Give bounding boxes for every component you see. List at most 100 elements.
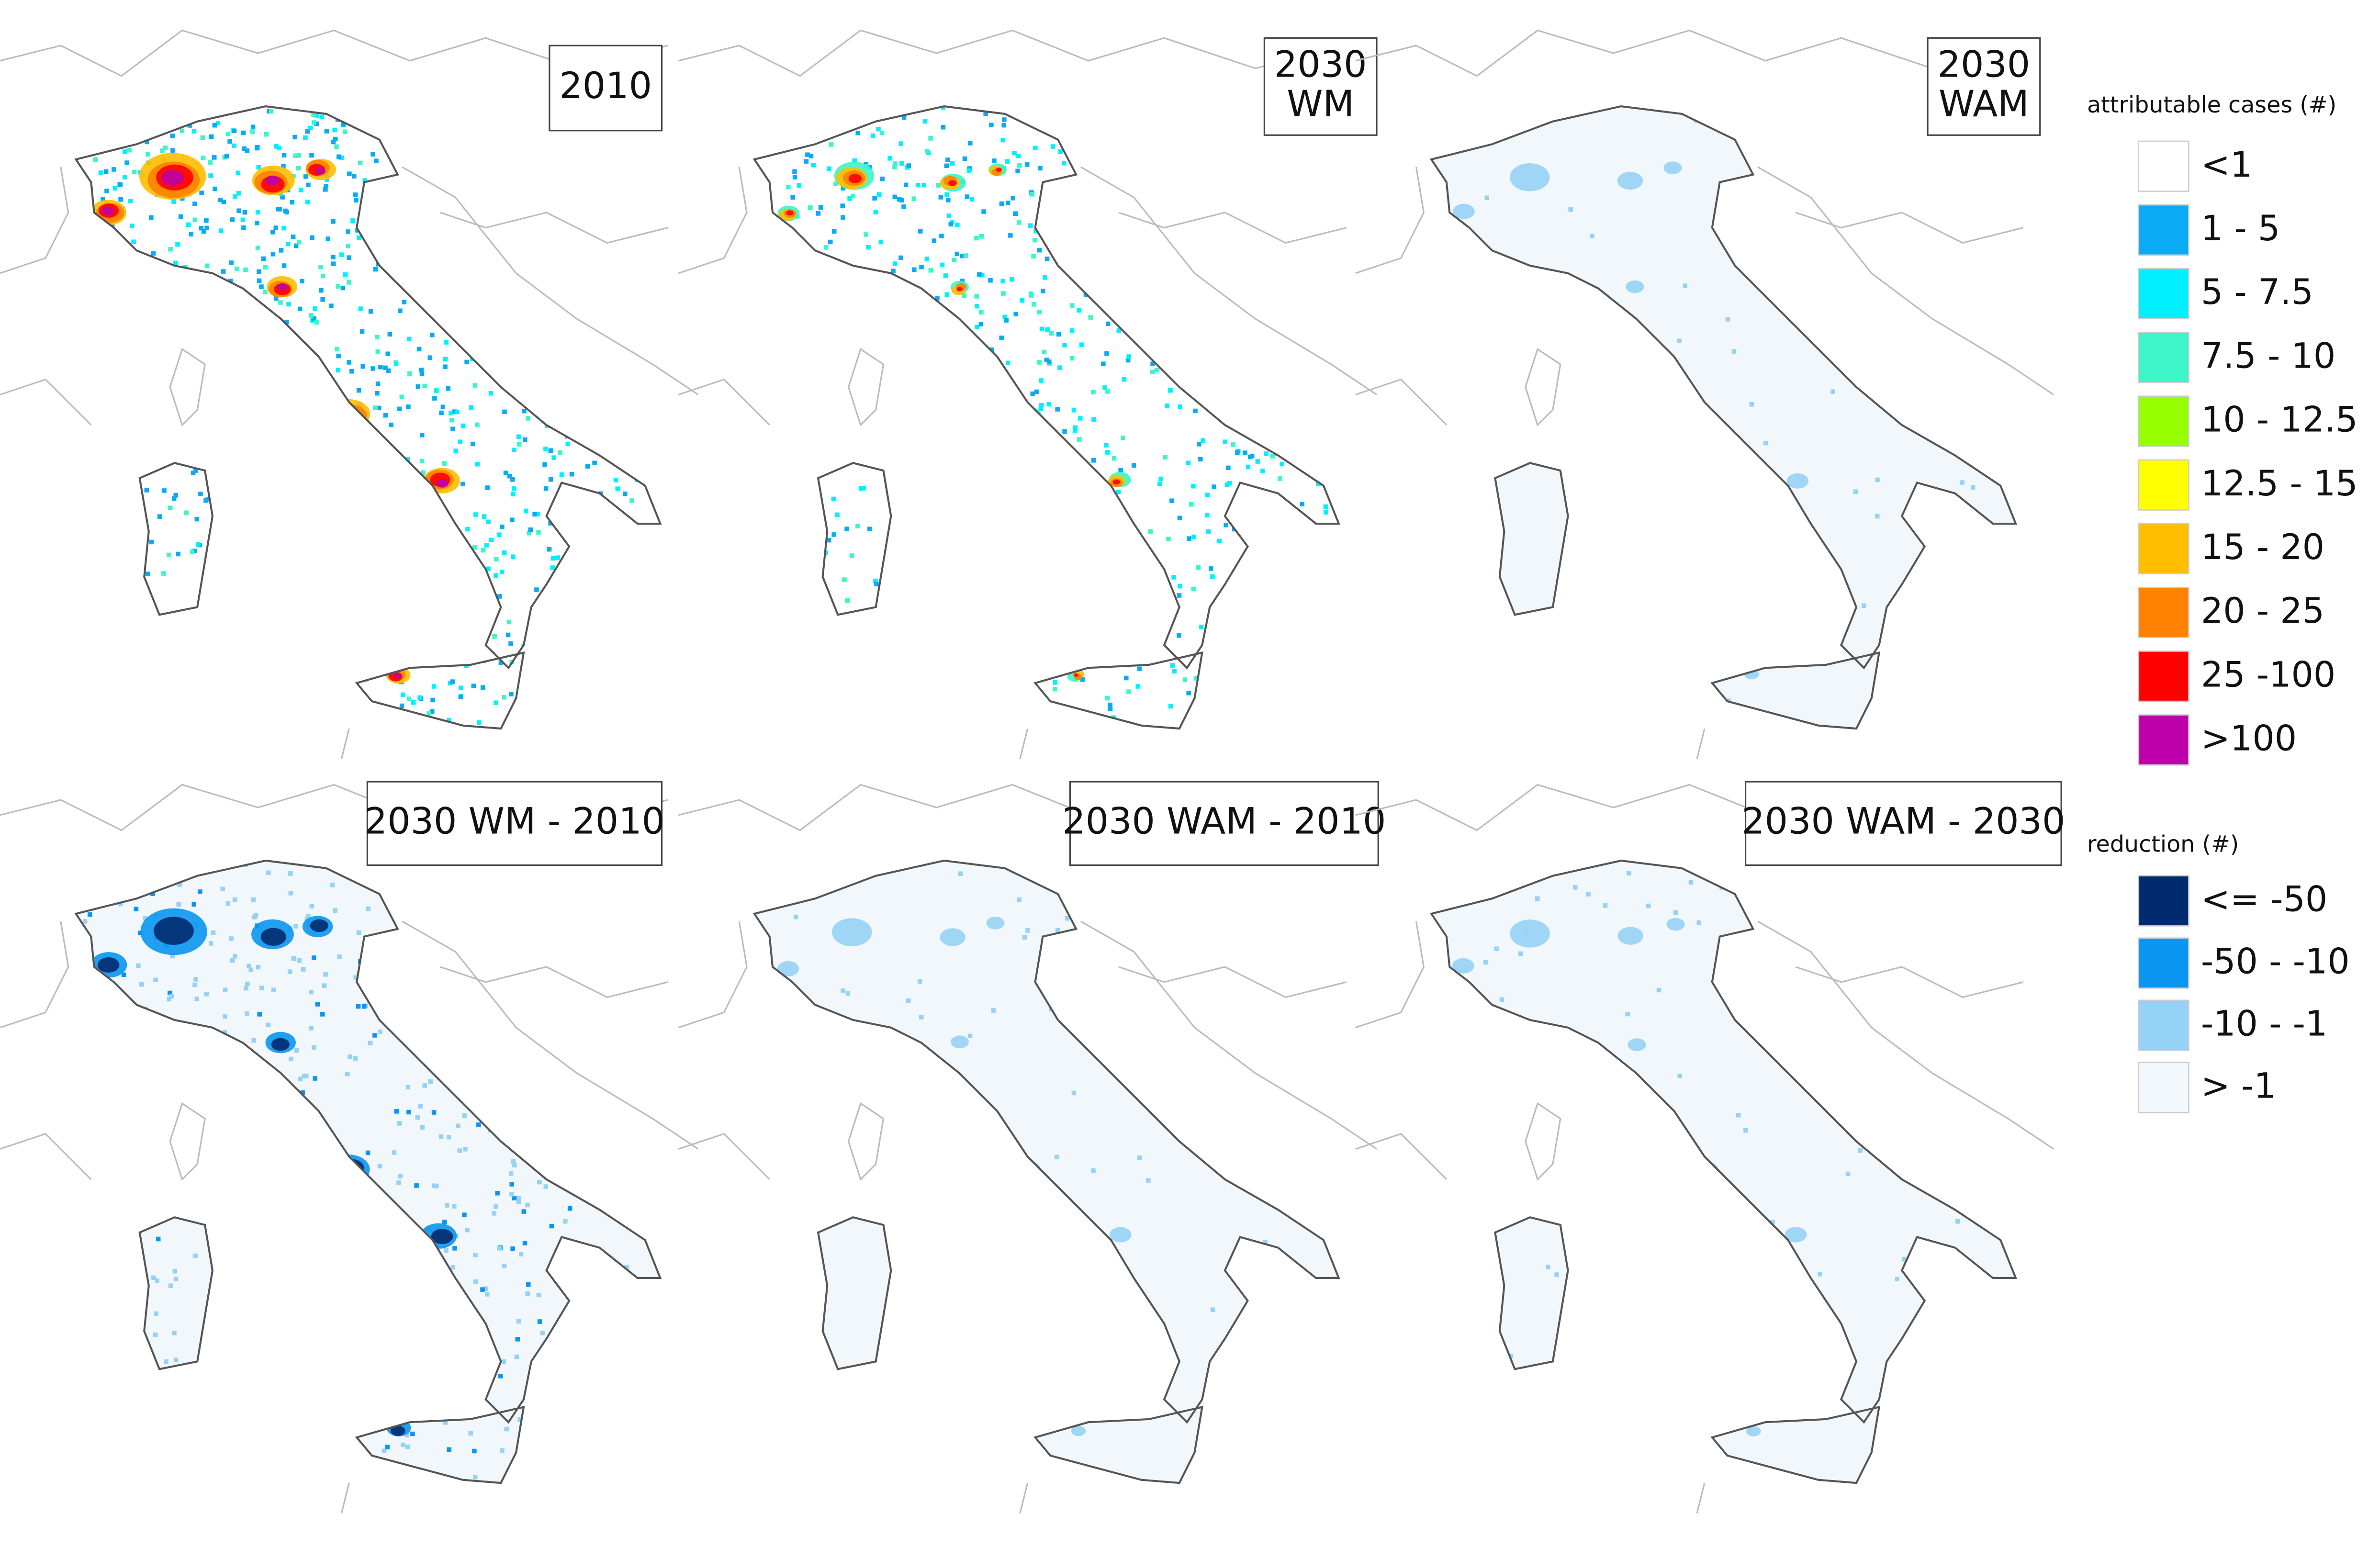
pixel bbox=[644, 1014, 650, 1019]
pixel bbox=[1189, 191, 1193, 197]
pixel bbox=[1344, 711, 1349, 716]
legend-title: reduction (#) bbox=[2087, 831, 2239, 857]
pixel bbox=[443, 357, 448, 362]
pixel bbox=[169, 994, 174, 999]
pixel bbox=[1135, 111, 1140, 115]
pixel bbox=[1938, 1151, 1943, 1156]
pixel bbox=[636, 954, 641, 959]
pixel bbox=[841, 371, 846, 376]
pixel bbox=[408, 636, 413, 641]
pixel bbox=[192, 982, 197, 987]
pixel bbox=[294, 728, 299, 729]
pixel bbox=[873, 578, 878, 583]
pixel bbox=[442, 654, 447, 659]
pixel bbox=[1162, 738, 1167, 742]
pixel bbox=[1291, 294, 1296, 299]
hotspot bbox=[1785, 1227, 1807, 1243]
pixel bbox=[257, 630, 261, 635]
pixel bbox=[1097, 728, 1102, 729]
pixel bbox=[578, 612, 583, 617]
pixel bbox=[509, 113, 514, 118]
pixel bbox=[265, 348, 270, 354]
pixel bbox=[76, 1065, 80, 1069]
pixel bbox=[432, 396, 437, 401]
pixel bbox=[407, 1227, 413, 1232]
pixel bbox=[430, 333, 435, 337]
pixel bbox=[262, 322, 267, 326]
pixel bbox=[1262, 423, 1268, 428]
pixel bbox=[806, 375, 810, 380]
pixel bbox=[346, 229, 350, 234]
pixel bbox=[450, 426, 455, 431]
pixel bbox=[149, 302, 155, 306]
pixel bbox=[1046, 100, 1051, 105]
pixel bbox=[230, 1371, 235, 1376]
pixel bbox=[461, 233, 466, 238]
pixel bbox=[897, 197, 902, 202]
pixel bbox=[311, 316, 316, 321]
pixel bbox=[394, 1367, 399, 1371]
pixel bbox=[558, 260, 563, 265]
pixel bbox=[818, 368, 822, 373]
pixel bbox=[1268, 723, 1272, 728]
pixel bbox=[874, 582, 879, 587]
pixel bbox=[1038, 445, 1043, 450]
pixel bbox=[662, 449, 667, 453]
pixel bbox=[1216, 688, 1221, 693]
pixel bbox=[1317, 148, 1323, 154]
pixel bbox=[528, 356, 533, 361]
pixel bbox=[1241, 633, 1246, 639]
pixel bbox=[988, 278, 993, 283]
legend-swatch bbox=[2138, 586, 2189, 639]
pixel bbox=[1255, 198, 1260, 202]
pixel bbox=[82, 93, 87, 98]
pixel bbox=[331, 255, 336, 259]
pixel bbox=[1308, 295, 1313, 300]
pixel bbox=[1312, 227, 1317, 232]
pixel bbox=[480, 1287, 485, 1292]
pixel bbox=[368, 309, 373, 314]
pixel bbox=[157, 430, 162, 436]
pixel bbox=[925, 376, 930, 381]
pixel bbox=[756, 538, 761, 543]
pixel bbox=[288, 871, 293, 876]
pixel bbox=[209, 941, 213, 946]
pixel bbox=[561, 1036, 565, 1041]
pixel bbox=[536, 1292, 541, 1298]
pixel bbox=[749, 362, 753, 367]
pixel bbox=[244, 1409, 249, 1413]
pixel bbox=[1196, 162, 1201, 168]
pixel bbox=[156, 454, 161, 459]
pixel bbox=[1263, 318, 1268, 324]
pixel bbox=[983, 111, 988, 116]
pixel bbox=[508, 1171, 514, 1176]
pixel bbox=[548, 348, 553, 353]
pixel bbox=[807, 661, 812, 666]
pixel bbox=[392, 1300, 396, 1304]
pixel bbox=[397, 1121, 402, 1126]
pixel bbox=[2017, 466, 2021, 471]
pixel bbox=[306, 1166, 311, 1171]
pixel bbox=[805, 152, 810, 157]
pixel bbox=[508, 271, 513, 276]
pixel bbox=[1280, 461, 1284, 467]
pixel bbox=[268, 516, 273, 522]
pixel bbox=[1052, 973, 1056, 978]
pixel bbox=[1830, 389, 1835, 394]
pixel bbox=[271, 636, 276, 641]
pixel bbox=[468, 1431, 473, 1436]
pixel bbox=[402, 213, 406, 219]
pixel bbox=[308, 592, 314, 597]
pixel bbox=[743, 259, 748, 264]
map-panel: 2030 WM - 2010 bbox=[0, 781, 699, 1514]
pixel bbox=[1134, 128, 1138, 133]
pixel bbox=[502, 1263, 507, 1268]
pixel bbox=[1126, 354, 1131, 359]
pixel bbox=[321, 623, 326, 628]
pixel bbox=[976, 608, 981, 613]
pixel bbox=[1062, 343, 1067, 348]
pixel bbox=[225, 901, 231, 906]
pixel bbox=[1554, 1272, 1559, 1277]
pixel bbox=[529, 336, 534, 341]
pixel bbox=[1221, 664, 1225, 669]
